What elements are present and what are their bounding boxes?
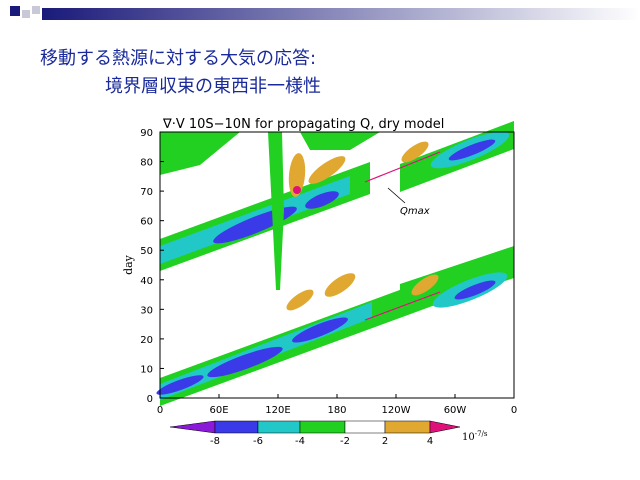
x-tick-label: 60W	[444, 405, 467, 416]
contour-region	[411, 274, 439, 296]
y-tick-label: 0	[147, 394, 153, 405]
y-tick-label: 80	[140, 158, 153, 169]
y-axis-label: day	[122, 254, 135, 275]
contour-region	[305, 191, 339, 209]
colorbar-label: 2	[382, 436, 388, 447]
annotation-pointer	[387, 187, 406, 204]
qmax-line	[364, 151, 441, 183]
contour-region	[156, 375, 204, 395]
figure-title: ∇·V 10S−10N for propagating Q, dry model	[162, 117, 444, 132]
colorbar-segment	[257, 420, 301, 434]
colorbar-label: 4	[427, 436, 433, 447]
y-tick-label: 70	[140, 187, 153, 198]
x-tick-label: 120W	[382, 405, 411, 416]
deco-square	[10, 6, 20, 16]
colorbar-segment	[299, 420, 346, 434]
unit-base: 10	[462, 432, 475, 443]
y-tick-label: 20	[140, 335, 153, 346]
unit-exponent: -7/s	[475, 430, 488, 438]
x-tick-label: 0	[511, 405, 517, 416]
header-bar	[42, 8, 640, 20]
contour-region	[308, 156, 346, 184]
x-tick-label: 120E	[265, 405, 290, 416]
x-tick-label: 60E	[209, 405, 228, 416]
colorbar-segment	[214, 420, 259, 434]
y-tick-label: 40	[140, 276, 153, 287]
x-tick-label: 0	[157, 405, 163, 416]
y-tick-label: 60	[140, 217, 153, 228]
y-tick-label: 50	[140, 246, 153, 257]
colorbar-label: -6	[253, 436, 263, 447]
colorbar-label: -2	[340, 436, 350, 447]
colorbar-segment	[344, 420, 386, 434]
deco-square	[22, 10, 30, 18]
contour-region	[448, 139, 496, 161]
colorbar-unit: 10-7/s	[462, 430, 488, 443]
qmax-line	[364, 291, 441, 321]
annotation: Qmax	[400, 206, 430, 217]
deco-square	[32, 6, 40, 14]
colorbar: -8 -6 -4 -2 2 4	[169, 420, 461, 447]
contour-region	[292, 317, 348, 343]
contour-region	[454, 280, 496, 300]
y-tick-label: 10	[140, 364, 153, 375]
colorbar-segment	[429, 420, 461, 434]
y-tick-label: 90	[140, 128, 153, 139]
contour-region	[160, 132, 240, 175]
colorbar-segment	[384, 420, 431, 434]
contour-region	[207, 346, 283, 378]
contour-region	[400, 246, 514, 316]
colorbar-label: -4	[295, 436, 305, 447]
contour-region	[300, 132, 380, 150]
contour-region	[293, 186, 301, 194]
contour-plot	[156, 121, 514, 406]
contour-region	[401, 141, 429, 163]
colorbar-label: -8	[210, 436, 220, 447]
y-tick-label: 30	[140, 305, 153, 316]
x-tick-label: 180	[327, 405, 346, 416]
contour-region	[268, 132, 284, 290]
colorbar-segment	[169, 420, 216, 434]
contour-region	[286, 289, 314, 311]
contour-region	[324, 273, 356, 297]
slide-title: 境界層収束の東西非一様性	[105, 76, 321, 97]
contour-region	[288, 153, 306, 197]
slide-title: 移動する熱源に対する大気の応答:	[40, 48, 316, 69]
